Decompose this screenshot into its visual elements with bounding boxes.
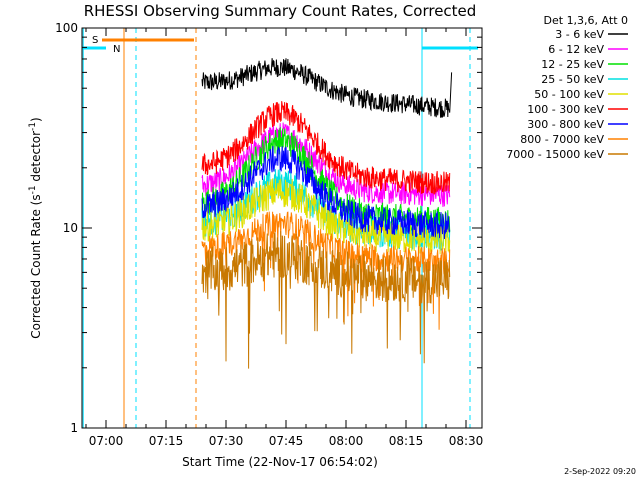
series-line — [201, 101, 451, 195]
legend-label: 50 - 100 keV — [534, 88, 604, 101]
legend-label: 100 - 300 keV — [527, 103, 604, 116]
legend: 3 - 6 keV 6 - 12 keV 12 - 25 keV 25 - 50 ke… — [506, 28, 628, 161]
y-tick-label: 100 — [55, 21, 78, 35]
flag-label: S — [92, 35, 98, 46]
y-axis-label-sup: -1 — [28, 122, 38, 131]
x-tick-label: 07:45 — [269, 434, 304, 448]
legend-header: Det 1,3,6, Att 0 — [544, 14, 628, 27]
series-line — [201, 58, 453, 118]
y-axis-label-part: Corrected Count Rate (s — [29, 194, 43, 338]
y-axis-label: Corrected Count Rate (s-1 detector-1) — [28, 117, 43, 338]
legend-label: 7000 - 15000 keV — [506, 148, 604, 161]
timestamp: 2-Sep-2022 09:20 — [564, 467, 636, 476]
x-tick-label: 07:15 — [149, 434, 184, 448]
y-tick-label: 10 — [63, 221, 78, 235]
y-axis: 1 10 100 — [55, 21, 482, 435]
legend-label: 800 - 7000 keV — [520, 133, 604, 146]
legend-label: 3 - 6 keV — [555, 28, 604, 41]
y-axis-label-part: ) — [29, 117, 43, 122]
series-line — [201, 231, 451, 369]
y-tick-label: 1 — [70, 421, 78, 435]
chart-title: RHESSI Observing Summary Count Rates, Co… — [84, 2, 477, 20]
x-tick-label: 08:00 — [329, 434, 364, 448]
x-tick-label: 08:15 — [389, 434, 424, 448]
legend-label: 300 - 800 keV — [527, 118, 604, 131]
flag-label: N — [113, 44, 120, 55]
plot-area: SN — [82, 28, 478, 428]
x-tick-label: 07:00 — [89, 434, 124, 448]
y-axis-label-sup: -1 — [28, 185, 38, 194]
x-tick-label: 07:30 — [209, 434, 244, 448]
legend-label: 12 - 25 keV — [541, 58, 604, 71]
series-line — [201, 145, 451, 240]
y-axis-label-part: detector — [29, 131, 43, 186]
x-tick-label: 08:30 — [449, 434, 484, 448]
x-axis: 07:00 07:15 07:30 07:45 08:00 08:15 08:30 — [85, 28, 484, 448]
legend-label: 25 - 50 keV — [541, 73, 604, 86]
series-line — [201, 178, 451, 255]
legend-label: 6 - 12 keV — [548, 43, 604, 56]
x-axis-label: Start Time (22-Nov-17 06:54:02) — [182, 455, 378, 469]
